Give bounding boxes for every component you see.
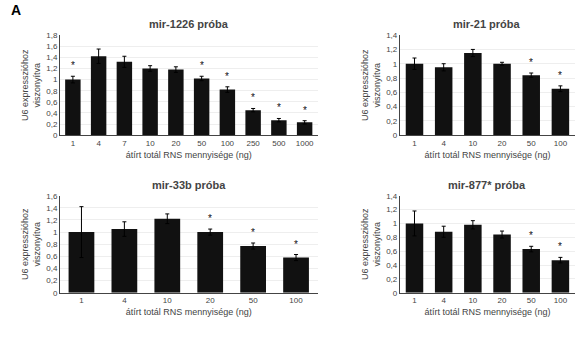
- svg-text:50: 50: [527, 139, 536, 148]
- svg-text:1: 1: [412, 296, 417, 305]
- svg-text:1: 1: [393, 60, 398, 69]
- svg-text:100: 100: [221, 139, 235, 148]
- svg-text:0,2: 0,2: [46, 276, 58, 285]
- svg-text:mir-21 próba: mir-21 próba: [453, 18, 521, 30]
- svg-text:1: 1: [53, 75, 58, 84]
- svg-text:*: *: [529, 230, 533, 241]
- svg-text:*: *: [277, 102, 281, 113]
- svg-text:1,4: 1,4: [46, 204, 58, 213]
- svg-text:4: 4: [441, 296, 446, 305]
- svg-text:*: *: [294, 239, 298, 250]
- svg-text:50: 50: [249, 296, 258, 305]
- svg-text:0,4: 0,4: [46, 264, 58, 273]
- svg-text:0,2: 0,2: [46, 120, 58, 129]
- svg-text:*: *: [251, 92, 255, 103]
- svg-text:*: *: [71, 60, 75, 71]
- svg-text:0,8: 0,8: [46, 240, 58, 249]
- svg-text:1,4: 1,4: [386, 192, 398, 201]
- svg-text:0,6: 0,6: [46, 98, 58, 107]
- svg-text:50: 50: [527, 296, 536, 305]
- svg-text:0,4: 0,4: [46, 109, 58, 118]
- svg-text:1,2: 1,2: [46, 64, 58, 73]
- svg-text:mir-1226 próba: mir-1226 próba: [149, 18, 229, 30]
- svg-text:4: 4: [441, 139, 446, 148]
- svg-text:A: A: [11, 2, 21, 18]
- svg-text:átírt totál RNS mennyisége (ng: átírt totál RNS mennyisége (ng): [424, 307, 550, 317]
- svg-text:1,6: 1,6: [46, 42, 58, 51]
- svg-text:U6 expresszióhozviszonyítva: U6 expresszióhozviszonyítva: [20, 49, 42, 121]
- svg-text:0: 0: [53, 289, 58, 298]
- svg-text:1,4: 1,4: [46, 53, 58, 62]
- svg-text:0,6: 0,6: [386, 247, 398, 256]
- svg-text:1,8: 1,8: [46, 31, 58, 40]
- svg-text:1000: 1000: [296, 139, 314, 148]
- svg-text:0: 0: [393, 131, 398, 140]
- svg-text:10: 10: [163, 296, 172, 305]
- svg-text:4: 4: [122, 296, 127, 305]
- svg-text:0: 0: [393, 289, 398, 298]
- svg-text:0: 0: [53, 131, 58, 140]
- svg-text:1,4: 1,4: [386, 31, 398, 40]
- svg-text:100: 100: [289, 296, 303, 305]
- svg-text:átírt totál RNS mennyisége (ng: átírt totál RNS mennyisége (ng): [424, 150, 550, 160]
- svg-text:20: 20: [171, 139, 180, 148]
- svg-text:0,4: 0,4: [386, 102, 398, 111]
- svg-text:1: 1: [412, 139, 417, 148]
- svg-text:20: 20: [498, 139, 507, 148]
- svg-text:0,4: 0,4: [386, 261, 398, 270]
- svg-text:500: 500: [272, 139, 286, 148]
- svg-text:*: *: [208, 213, 212, 224]
- svg-text:100: 100: [554, 296, 568, 305]
- svg-text:1,2: 1,2: [386, 45, 398, 54]
- svg-text:0,6: 0,6: [386, 88, 398, 97]
- svg-text:U6 expresszióhozviszonyítva: U6 expresszióhozviszonyítva: [360, 49, 382, 121]
- svg-text:20: 20: [206, 296, 215, 305]
- svg-text:*: *: [529, 57, 533, 68]
- svg-text:0,8: 0,8: [46, 87, 58, 96]
- svg-text:4: 4: [96, 139, 101, 148]
- svg-text:10: 10: [146, 139, 155, 148]
- svg-text:0,2: 0,2: [386, 117, 398, 126]
- svg-text:100: 100: [554, 139, 568, 148]
- svg-text:*: *: [558, 70, 562, 81]
- svg-text:20: 20: [498, 296, 507, 305]
- svg-text:átírt totál RNS mennyisége (ng: átírt totál RNS mennyisége (ng): [126, 307, 252, 317]
- svg-text:U6 expresszióhozviszonyítva: U6 expresszióhozviszonyítva: [20, 208, 42, 280]
- svg-text:mir-877* próba: mir-877* próba: [448, 179, 526, 191]
- svg-text:0,2: 0,2: [386, 275, 398, 284]
- svg-text:1,2: 1,2: [386, 205, 398, 214]
- svg-text:0,8: 0,8: [386, 233, 398, 242]
- svg-text:*: *: [225, 71, 229, 82]
- svg-text:*: *: [251, 227, 255, 238]
- svg-text:*: *: [303, 105, 307, 116]
- svg-text:átírt totál RNS mennyisége (ng: átírt totál RNS mennyisége (ng): [126, 150, 252, 160]
- svg-text:50: 50: [197, 139, 206, 148]
- svg-text:U6 expresszióhozviszonyítva: U6 expresszióhozviszonyítva: [360, 208, 382, 280]
- svg-text:7: 7: [122, 139, 127, 148]
- svg-text:1: 1: [393, 219, 398, 228]
- svg-text:0,6: 0,6: [46, 252, 58, 261]
- svg-text:250: 250: [246, 139, 260, 148]
- svg-text:1: 1: [79, 296, 84, 305]
- svg-text:1: 1: [71, 139, 76, 148]
- svg-text:*: *: [558, 241, 562, 252]
- svg-text:1: 1: [53, 228, 58, 237]
- svg-text:1,2: 1,2: [46, 216, 58, 225]
- svg-text:*: *: [200, 60, 204, 71]
- svg-text:mir-33b próba: mir-33b próba: [152, 179, 226, 191]
- svg-text:10: 10: [468, 139, 477, 148]
- svg-text:1,6: 1,6: [46, 192, 58, 201]
- svg-text:0,8: 0,8: [386, 74, 398, 83]
- svg-text:10: 10: [468, 296, 477, 305]
